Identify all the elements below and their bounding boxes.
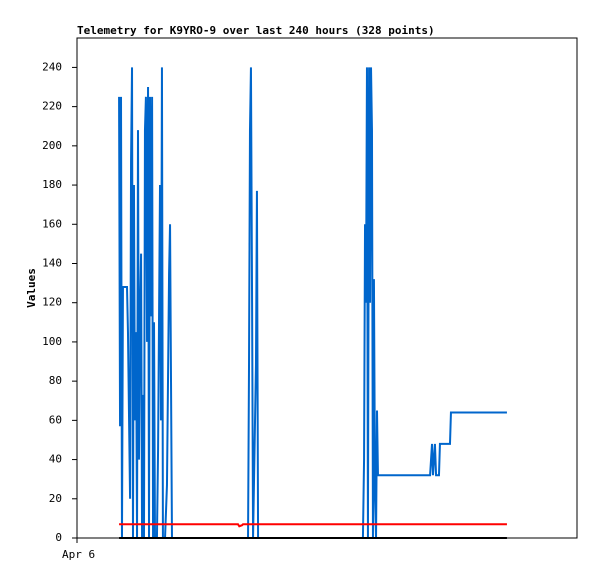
y-tick-label: 140 (42, 256, 62, 269)
y-tick-label: 20 (49, 492, 62, 505)
y-tick-label: 0 (55, 531, 62, 544)
series-line (119, 523, 507, 528)
y-tick-label: 220 (42, 100, 62, 113)
y-tick-label: 60 (49, 413, 62, 426)
y-tick-label: 40 (49, 453, 62, 466)
y-tick-label: 200 (42, 139, 62, 152)
x-tick-label: Apr 6 (62, 548, 95, 561)
y-tick-label: 160 (42, 217, 62, 230)
series-line (118, 67, 507, 539)
y-tick-label: 100 (42, 335, 62, 348)
y-tick-label: 180 (42, 178, 62, 191)
y-tick-label: 80 (49, 374, 62, 387)
chart-title: Telemetry for K9YRO-9 over last 240 hour… (77, 24, 435, 37)
y-axis-label: Values (25, 268, 38, 308)
y-tick-label: 240 (42, 60, 62, 73)
y-tick-label: 120 (42, 296, 62, 309)
